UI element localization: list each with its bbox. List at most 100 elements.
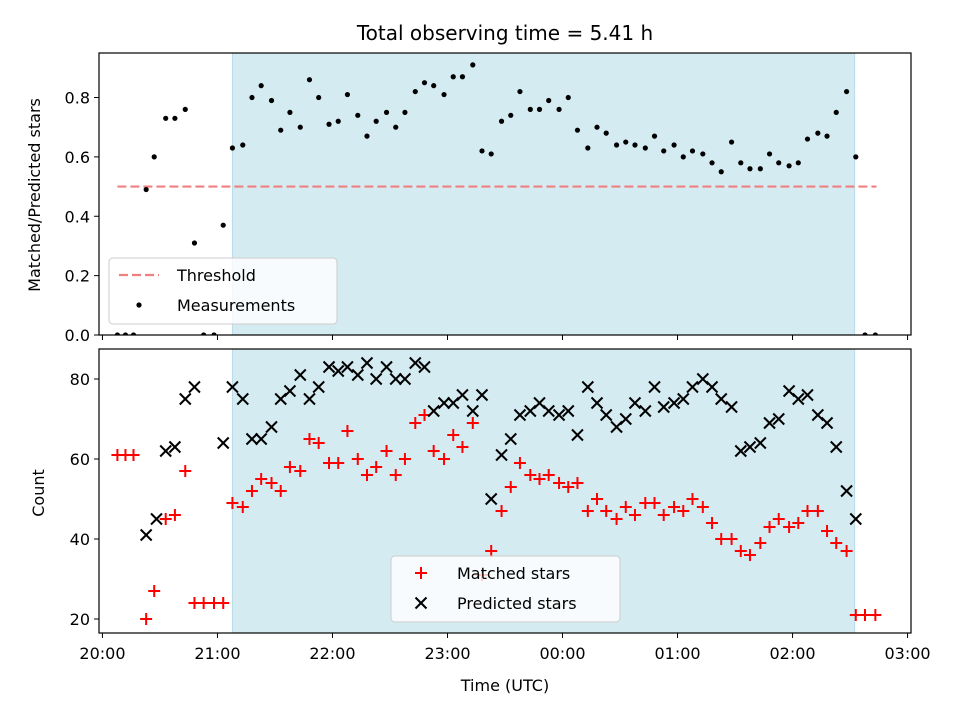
bottom-panel: 20 40 60 80 20:00 21:00 22:00 23:00 00:00 01:00 02… bbox=[70, 348, 931, 663]
measurement-point bbox=[122, 332, 129, 335]
measurement-point bbox=[258, 83, 264, 89]
matched-star-point bbox=[341, 425, 354, 437]
measurement-point bbox=[853, 154, 859, 160]
x-tick-label: 00:00 bbox=[539, 644, 585, 663]
predicted-star-point bbox=[830, 440, 843, 454]
measurement-point bbox=[872, 332, 878, 335]
measurement-point bbox=[172, 115, 178, 121]
predicted-star-point bbox=[504, 432, 517, 446]
matched-star-point bbox=[438, 453, 451, 465]
measurement-point bbox=[383, 109, 390, 115]
measurement-point bbox=[402, 109, 408, 115]
top-y-tick-label: 0.4 bbox=[65, 207, 90, 226]
predicted-star-point bbox=[418, 360, 431, 374]
measurement-point bbox=[728, 139, 735, 145]
measurement-point bbox=[862, 332, 868, 335]
predicted-star-point bbox=[475, 388, 489, 402]
matched-star-point bbox=[140, 613, 153, 625]
matched-star-point bbox=[610, 513, 623, 525]
measurement-point bbox=[240, 142, 246, 148]
top-legend-box bbox=[108, 257, 338, 325]
matched-star-point bbox=[370, 461, 383, 473]
top-axes-frame bbox=[98, 52, 912, 336]
matched-star-point bbox=[591, 493, 604, 505]
predicted-star-point bbox=[380, 360, 393, 374]
matched-star-point bbox=[562, 481, 575, 493]
x-tick-label: 01:00 bbox=[654, 644, 700, 663]
predicted-star-point bbox=[245, 432, 259, 446]
measurement-point bbox=[278, 127, 284, 133]
predicted-star-point bbox=[484, 492, 498, 506]
matched-star-point bbox=[830, 537, 843, 549]
measurement-point bbox=[479, 148, 485, 154]
measurement-point bbox=[661, 148, 667, 154]
matched-star-point bbox=[398, 453, 411, 465]
matched-star-point bbox=[840, 545, 853, 557]
predicted-star-point bbox=[552, 408, 566, 422]
matched-star-point bbox=[504, 481, 517, 493]
matched-star-point bbox=[485, 545, 498, 557]
predicted-star-point bbox=[820, 416, 834, 430]
matched-star-point bbox=[783, 521, 796, 533]
matched-star-point bbox=[619, 501, 632, 513]
predicted-star-point bbox=[294, 368, 307, 382]
measurement-point bbox=[229, 145, 236, 151]
measurement-point bbox=[824, 133, 830, 139]
predicted-star-point bbox=[763, 416, 776, 430]
matched-star-point bbox=[869, 609, 882, 621]
measurement-point bbox=[306, 77, 313, 83]
predicted-star-point bbox=[581, 380, 595, 394]
measurement-point bbox=[182, 106, 188, 112]
predicted-star-point bbox=[427, 404, 440, 418]
matched-star-point bbox=[571, 477, 584, 489]
measurements-legend-label: Measurements bbox=[177, 296, 295, 315]
measurement-point bbox=[603, 130, 609, 136]
measurement-point bbox=[738, 160, 744, 166]
measurement-point bbox=[459, 74, 466, 80]
predicted-star-point bbox=[236, 392, 249, 406]
measurement-point bbox=[450, 74, 456, 80]
top-y-tick-label: 0.6 bbox=[65, 148, 90, 167]
measurement-point bbox=[565, 94, 571, 101]
matched-star-point bbox=[159, 513, 172, 525]
bottom-y-tick-label: 20 bbox=[70, 610, 90, 629]
matched-star-point bbox=[427, 445, 440, 457]
measurement-point bbox=[220, 222, 226, 228]
matched-star-point bbox=[600, 505, 613, 517]
measurement-point bbox=[623, 139, 629, 145]
predicted-star-point bbox=[369, 372, 383, 386]
measurement-point bbox=[355, 112, 361, 118]
matched-star-point bbox=[456, 441, 469, 453]
predicted-star-point bbox=[265, 420, 278, 434]
measurement-point bbox=[833, 109, 839, 115]
x-tick-label: 23:00 bbox=[424, 644, 470, 663]
measurement-point bbox=[508, 112, 514, 118]
measurement-point bbox=[843, 88, 850, 95]
matched-star-point bbox=[858, 609, 871, 621]
matched-star-point bbox=[332, 457, 345, 469]
measurement-point bbox=[268, 97, 275, 104]
predicted-star-point bbox=[456, 388, 469, 402]
predicted-star-point bbox=[686, 380, 699, 394]
predicted-star-point bbox=[341, 360, 354, 374]
bottom-legend-box bbox=[390, 555, 621, 623]
matched-star-point bbox=[821, 525, 834, 537]
predicted-star-point bbox=[705, 380, 719, 394]
measurement-point bbox=[191, 240, 198, 246]
matched-star-point bbox=[763, 521, 776, 533]
measurement-point bbox=[766, 151, 773, 157]
matched-star-point bbox=[217, 597, 230, 609]
matched-star-point bbox=[677, 505, 690, 517]
measurement-point bbox=[364, 133, 370, 139]
predicted-star-point bbox=[792, 392, 805, 406]
measurement-point bbox=[431, 83, 437, 89]
top-y-tick-label: 0.0 bbox=[65, 326, 90, 345]
predicted-star-point bbox=[312, 380, 325, 394]
predicted-star-point bbox=[513, 408, 527, 422]
matched-star-point bbox=[581, 505, 594, 517]
matched-star-point bbox=[668, 501, 681, 513]
matched-star-point bbox=[389, 469, 402, 481]
measurement-point bbox=[757, 166, 763, 172]
matched-star-point bbox=[447, 429, 460, 441]
matched-star-point bbox=[245, 485, 258, 497]
